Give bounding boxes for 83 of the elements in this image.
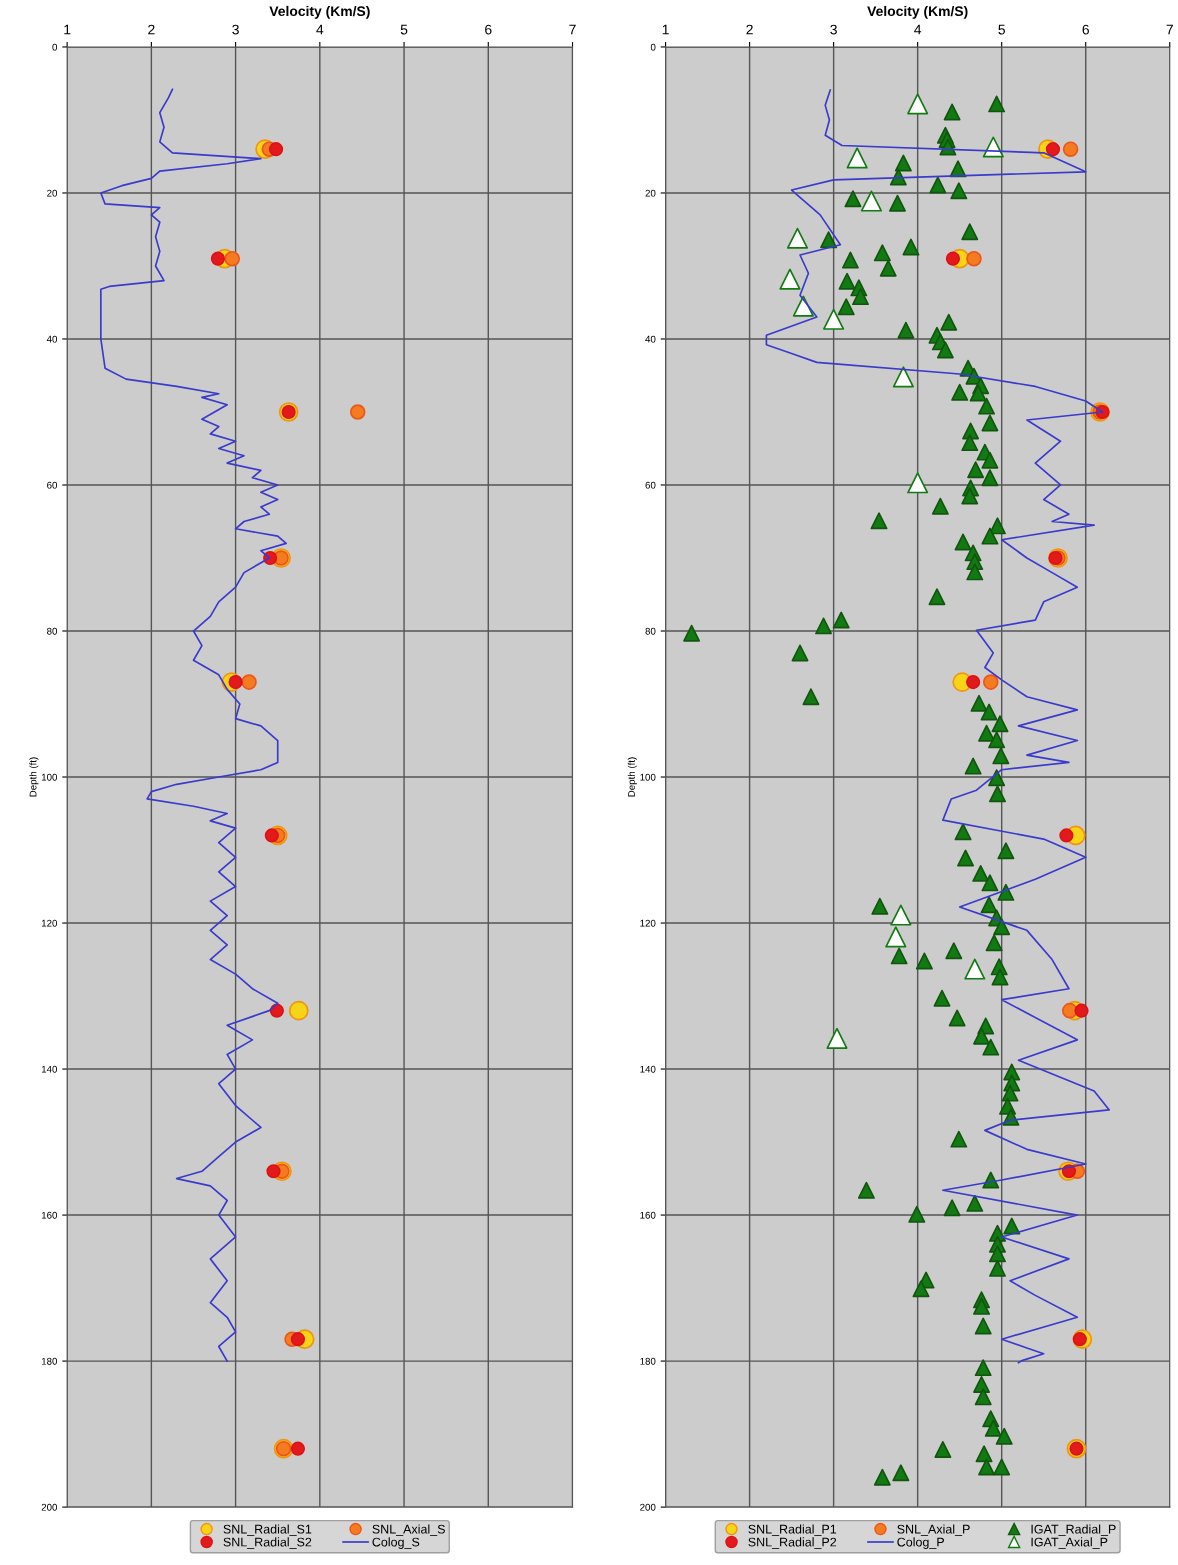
point: [1074, 1003, 1089, 1018]
x-tick-label: 6: [485, 24, 492, 35]
legend-label: SNL_Radial_S1: [223, 1524, 312, 1536]
point: [241, 674, 257, 690]
point: [823, 308, 845, 330]
y-axis-title: Depth (ft): [29, 757, 39, 797]
legend-label: Colog_S: [372, 1537, 420, 1549]
x-axis-title: Velocity (Km/S): [867, 5, 968, 19]
point: [290, 1441, 306, 1456]
x-axis-title: Velocity (Km/S): [269, 5, 370, 19]
point: [945, 251, 961, 266]
legend-label: SNL_Axial_P: [897, 1524, 970, 1536]
point: [964, 958, 986, 980]
point: [890, 904, 912, 926]
y-tick-label: 60: [645, 481, 656, 489]
point: [885, 926, 907, 948]
x-tick-label: 2: [148, 24, 155, 35]
point: [210, 251, 225, 266]
x-tick-label: 3: [232, 24, 239, 35]
legend-label: SNL_Radial_S2: [223, 1537, 312, 1549]
legend-label: SNL_Axial_S: [372, 1524, 445, 1536]
line-series: [765, 89, 1111, 1364]
y-tick-label: 140: [41, 1065, 58, 1073]
y-tick-label: 200: [640, 1503, 656, 1511]
y-axis-title: Depth (ft): [627, 757, 637, 797]
legend-label: SNL_Radial_P2: [748, 1537, 837, 1549]
y-tick-label: 120: [640, 919, 656, 927]
y-tick-label: 160: [41, 1211, 58, 1219]
legend-label: IGAT_Radial_P: [1031, 1524, 1116, 1536]
point: [860, 190, 883, 212]
point: [907, 472, 929, 494]
y-tick-label: 100: [640, 773, 656, 781]
y-tick-label: 40: [46, 335, 58, 343]
legend-label: SNL_Radial_P1: [748, 1524, 837, 1536]
point: [268, 142, 284, 157]
y-tick-label: 160: [640, 1211, 656, 1219]
x-tick-label: 7: [1166, 24, 1173, 35]
point: [288, 1000, 309, 1021]
y-tick-label: 100: [41, 773, 58, 781]
y-tick-label: 80: [47, 627, 58, 635]
point: [907, 93, 929, 115]
y-tick-label: 120: [41, 919, 58, 927]
point: [966, 250, 982, 267]
point: [826, 1027, 848, 1049]
x-tick-label: 2: [746, 24, 753, 35]
x-tick-label: 7: [569, 24, 576, 35]
x-tick-label: 5: [400, 24, 408, 35]
x-tick-label: 6: [1082, 24, 1089, 35]
y-tick-label: 80: [645, 627, 656, 635]
y-tick-label: 60: [47, 481, 58, 489]
x-tick-label: 1: [662, 24, 669, 35]
y-tick-label: 180: [640, 1357, 656, 1365]
point: [1062, 141, 1079, 157]
point: [982, 674, 999, 690]
point: [792, 295, 814, 317]
x-tick-label: 4: [316, 24, 324, 35]
point: [1061, 1002, 1078, 1019]
legend-label: Colog_P: [897, 1537, 945, 1549]
x-tick-label: 5: [998, 24, 1005, 35]
y-tick-label: 200: [41, 1503, 58, 1511]
x-tick-label: 3: [830, 24, 837, 35]
line-series: [100, 88, 287, 1362]
point: [224, 250, 241, 267]
y-tick-label: 0: [650, 43, 656, 51]
legend-label: IGAT_Axial_P: [1031, 1537, 1108, 1549]
y-tick-label: 20: [645, 189, 656, 197]
point: [349, 404, 366, 420]
y-tick-label: 140: [640, 1065, 656, 1073]
point: [892, 366, 914, 388]
y-tick-label: 0: [52, 43, 58, 51]
point: [966, 675, 981, 690]
point: [1045, 142, 1061, 157]
point: [786, 227, 809, 249]
point: [779, 268, 801, 290]
point: [846, 147, 868, 169]
point: [290, 1332, 306, 1347]
point: [266, 1164, 281, 1179]
x-tick-label: 4: [914, 24, 922, 35]
point: [1059, 828, 1074, 843]
y-tick-label: 40: [645, 335, 656, 343]
x-tick-label: 1: [64, 24, 71, 35]
y-tick-label: 20: [47, 189, 58, 197]
y-tick-label: 180: [41, 1357, 58, 1365]
